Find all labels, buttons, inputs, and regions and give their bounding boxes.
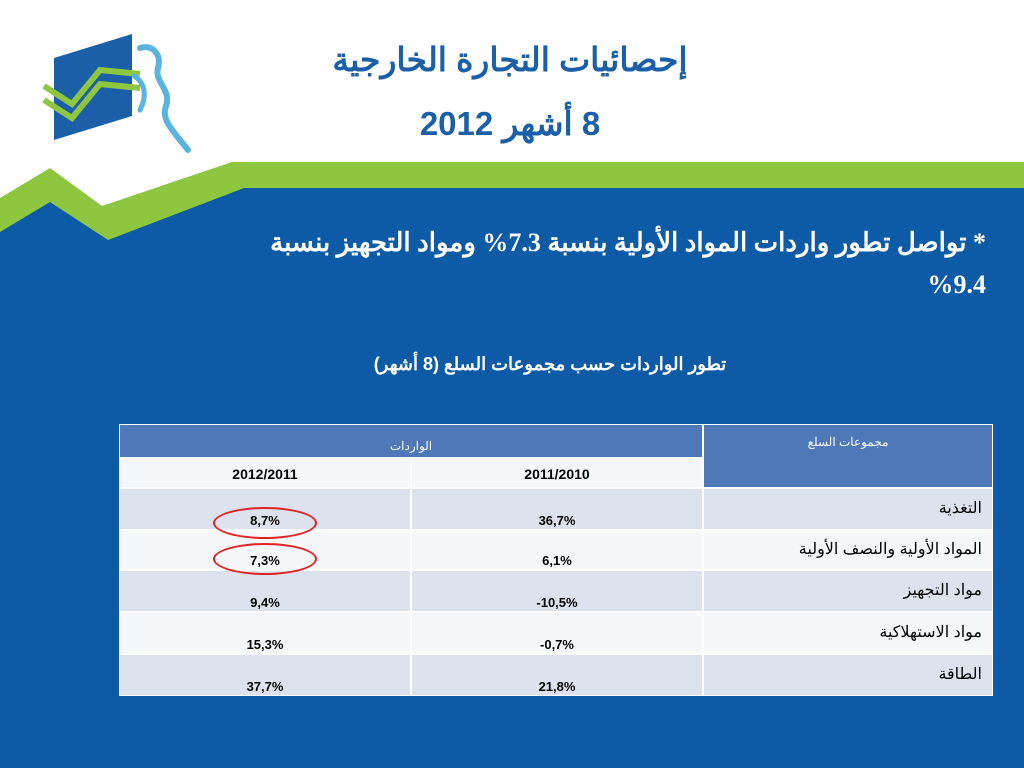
row-consumer-2011: -0,7% — [411, 612, 703, 654]
row-energy-label: الطاقة — [703, 654, 993, 696]
period-header-2012: 2012/2011 — [119, 458, 411, 488]
cell-value: -10,5% — [536, 595, 578, 610]
imports-header: الواردات — [119, 424, 703, 458]
row-equipment-2012: 9,4% — [119, 570, 411, 612]
highlight-circle-food — [213, 507, 317, 539]
cell-label: التغذية — [938, 500, 982, 517]
row-food-2011: 36,7% — [411, 488, 703, 530]
cell-value: 6,1% — [542, 553, 572, 568]
page-subtitle-period: 8 أشهر 2012 — [419, 105, 601, 142]
period-header-2011-label: 2011/2010 — [524, 466, 590, 482]
company-logo — [42, 34, 191, 153]
cell-value: 9,4% — [250, 595, 280, 610]
groups-header-label: مجموعات السلع — [807, 435, 889, 449]
row-equipment-2011: -10,5% — [411, 570, 703, 612]
row-equipment-label: مواد التجهيز — [703, 570, 993, 612]
cell-value: 21,8% — [538, 679, 576, 694]
row-consumer-label: مواد الاستهلاكية — [703, 612, 993, 654]
period-header-2011: 2011/2010 — [411, 458, 703, 488]
cell-label: الطاقة — [938, 666, 982, 683]
row-food-label: التغذية — [703, 488, 993, 530]
cell-value: -0,7% — [540, 637, 574, 652]
row-consumer-2012: 15,3% — [119, 612, 411, 654]
imports-table: الواردات مجموعات السلع 2012/2011 2011/20… — [119, 424, 993, 696]
row-raw-materials-2011: 6,1% — [411, 530, 703, 570]
cell-label: مواد الاستهلاكية — [879, 624, 982, 641]
highlight-circle-raw-materials — [213, 543, 317, 575]
imports-header-label: الواردات — [389, 439, 433, 453]
page-title: إحصائيات التجارة الخارجية — [332, 41, 688, 78]
cell-label: المواد الأولية والنصف الأولية — [798, 541, 982, 558]
row-raw-materials-label: المواد الأولية والنصف الأولية — [703, 530, 993, 570]
cell-value: 36,7% — [538, 513, 576, 528]
cell-label: مواد التجهيز — [903, 582, 982, 599]
row-energy-2011: 21,8% — [411, 654, 703, 696]
bullet-text: * تواصل تطور واردات المواد الأولية بنسبة… — [270, 228, 986, 299]
cell-value: 15,3% — [246, 637, 284, 652]
table-caption: تطور الواردات حسب مجموعات السلع (8 أشهر) — [373, 354, 727, 374]
row-energy-2012: 37,7% — [119, 654, 411, 696]
cell-value: 37,7% — [246, 679, 284, 694]
period-header-2012-label: 2012/2011 — [232, 466, 298, 482]
groups-header: مجموعات السلع — [703, 424, 993, 488]
